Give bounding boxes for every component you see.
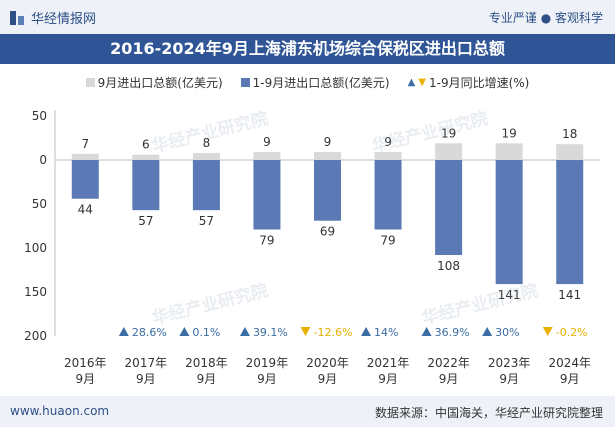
- x-tick-label: 2016年: [64, 356, 107, 370]
- bar-cumulative: [71, 160, 99, 199]
- data-label-cumulative: 141: [558, 288, 581, 302]
- bar-monthly: [495, 143, 523, 160]
- chart-legend: 9月进出口总额(亿美元) 1-9月进出口总额(亿美元) ▲ ▼ 1-9月同比增速(…: [0, 74, 615, 91]
- triangle-up-icon: ▲: [407, 77, 416, 88]
- legend-swatch-cumulative: [240, 78, 250, 87]
- x-tick-label: 9月: [197, 372, 217, 386]
- growth-up-icon: [421, 327, 432, 336]
- x-tick-label: 9月: [257, 372, 277, 386]
- y-tick-label: 0: [39, 153, 47, 167]
- bar-monthly: [556, 144, 584, 160]
- bar-cumulative: [192, 160, 220, 211]
- x-tick-label: 2021年: [367, 356, 410, 370]
- x-tick-label: 9月: [560, 372, 580, 386]
- growth-label: 28.6%: [132, 326, 167, 339]
- x-tick-label: 2023年: [488, 356, 531, 370]
- bar-cumulative: [556, 160, 584, 285]
- data-label-cumulative: 79: [259, 234, 274, 248]
- growth-up-icon: [361, 327, 372, 336]
- x-tick-label: 9月: [439, 372, 459, 386]
- site-url: www.huaon.com: [10, 404, 110, 418]
- y-tick-label: 50: [32, 197, 47, 211]
- y-tick-label: 200: [24, 329, 47, 343]
- bar-cumulative: [314, 160, 341, 221]
- growth-up-icon: [179, 327, 190, 336]
- growth-up-icon: [482, 327, 493, 336]
- x-tick-label: 9月: [75, 372, 95, 386]
- data-label-cumulative: 79: [380, 234, 395, 248]
- growth-up-icon: [239, 327, 250, 336]
- triangle-down-icon: ▼: [418, 77, 426, 88]
- bar-monthly: [314, 152, 341, 160]
- growth-label: 39.1%: [253, 326, 288, 339]
- x-tick-label: 9月: [318, 372, 338, 386]
- bar-cumulative: [132, 160, 160, 211]
- legend-item-monthly: 9月进出口总额(亿美元): [85, 74, 223, 91]
- data-label-monthly: 9: [263, 135, 271, 149]
- growth-label: -0.2%: [556, 326, 588, 339]
- data-label-cumulative: 141: [498, 288, 521, 302]
- x-tick-label: 2018年: [185, 356, 228, 370]
- x-tick-label: 2019年: [246, 356, 289, 370]
- growth-down-icon: [542, 327, 553, 336]
- bar-monthly: [253, 152, 281, 160]
- brand: 华经情报网: [10, 8, 96, 27]
- legend-label-cumulative: 1-9月进出口总额(亿美元): [252, 76, 390, 90]
- data-label-cumulative: 69: [320, 225, 335, 239]
- y-tick-label: 100: [24, 241, 47, 255]
- data-label-cumulative: 108: [437, 259, 460, 273]
- growth-label: 14%: [374, 326, 398, 339]
- data-label-monthly: 19: [502, 126, 517, 140]
- data-label-monthly: 19: [441, 126, 456, 140]
- bar-chart: 50 0 50 100 150 200 7 44 2016年 9月 6 57 2017年 9月 8 57 201…: [24, 109, 600, 386]
- data-label-cumulative: 57: [138, 214, 153, 228]
- footer: www.huaon.com 数据来源：中国海关，华经产业研究院整理: [0, 396, 615, 427]
- x-tick-label: 9月: [499, 372, 519, 386]
- data-label-monthly: 8: [203, 136, 211, 150]
- bar-cumulative: [253, 160, 281, 230]
- x-tick-label: 2020年: [306, 356, 349, 370]
- bar-cumulative: [495, 160, 523, 285]
- x-tick-label: 9月: [378, 372, 398, 386]
- growth-label: -12.6%: [314, 326, 353, 339]
- top-bar: 华经情报网 专业严谨 ● 客观科学: [0, 0, 615, 34]
- data-label-cumulative: 57: [199, 214, 214, 228]
- data-label-monthly: 9: [384, 135, 392, 149]
- chart-title: 2016-2024年9月上海浦东机场综合保税区进出口总额: [0, 34, 615, 64]
- bar-cumulative: [374, 160, 402, 230]
- growth-label: 30%: [495, 326, 519, 339]
- legend-label-monthly: 9月进出口总额(亿美元): [97, 76, 223, 90]
- data-label-monthly: 9: [324, 135, 332, 149]
- growth-label: 0.1%: [192, 326, 220, 339]
- x-tick-label: 2017年: [125, 356, 168, 370]
- x-tick-label: 2022年: [427, 356, 470, 370]
- bar-monthly: [374, 152, 402, 160]
- growth-down-icon: [300, 327, 311, 336]
- legend-swatch-monthly: [85, 78, 95, 87]
- legend-label-growth: 1-9月同比增速(%): [429, 76, 530, 90]
- data-label-cumulative: 44: [78, 203, 93, 217]
- data-label-monthly: 6: [142, 138, 150, 152]
- bar-monthly: [132, 154, 160, 160]
- bar-cumulative: [435, 160, 463, 256]
- growth-up-icon: [118, 327, 129, 336]
- y-tick-label: 150: [24, 285, 47, 299]
- legend-item-growth: ▲ ▼ 1-9月同比增速(%): [408, 74, 530, 91]
- bar-monthly: [192, 152, 220, 160]
- x-tick-label: 9月: [136, 372, 156, 386]
- slogan: 专业严谨 ● 客观科学: [488, 11, 603, 25]
- brand-name: 华经情报网: [31, 12, 97, 27]
- data-label-monthly: 18: [562, 127, 577, 141]
- x-tick-label: 2024年: [548, 356, 591, 370]
- bar-monthly: [71, 153, 99, 160]
- data-label-monthly: 7: [81, 137, 89, 151]
- y-tick-label: 50: [32, 109, 47, 123]
- growth-label: 36.9%: [435, 326, 470, 339]
- legend-item-cumulative: 1-9月进出口总额(亿美元): [240, 74, 390, 91]
- huajing-logo-icon: [10, 10, 26, 25]
- bar-monthly: [435, 143, 463, 160]
- data-source: 数据来源：中国海关，华经产业研究院整理: [374, 406, 603, 420]
